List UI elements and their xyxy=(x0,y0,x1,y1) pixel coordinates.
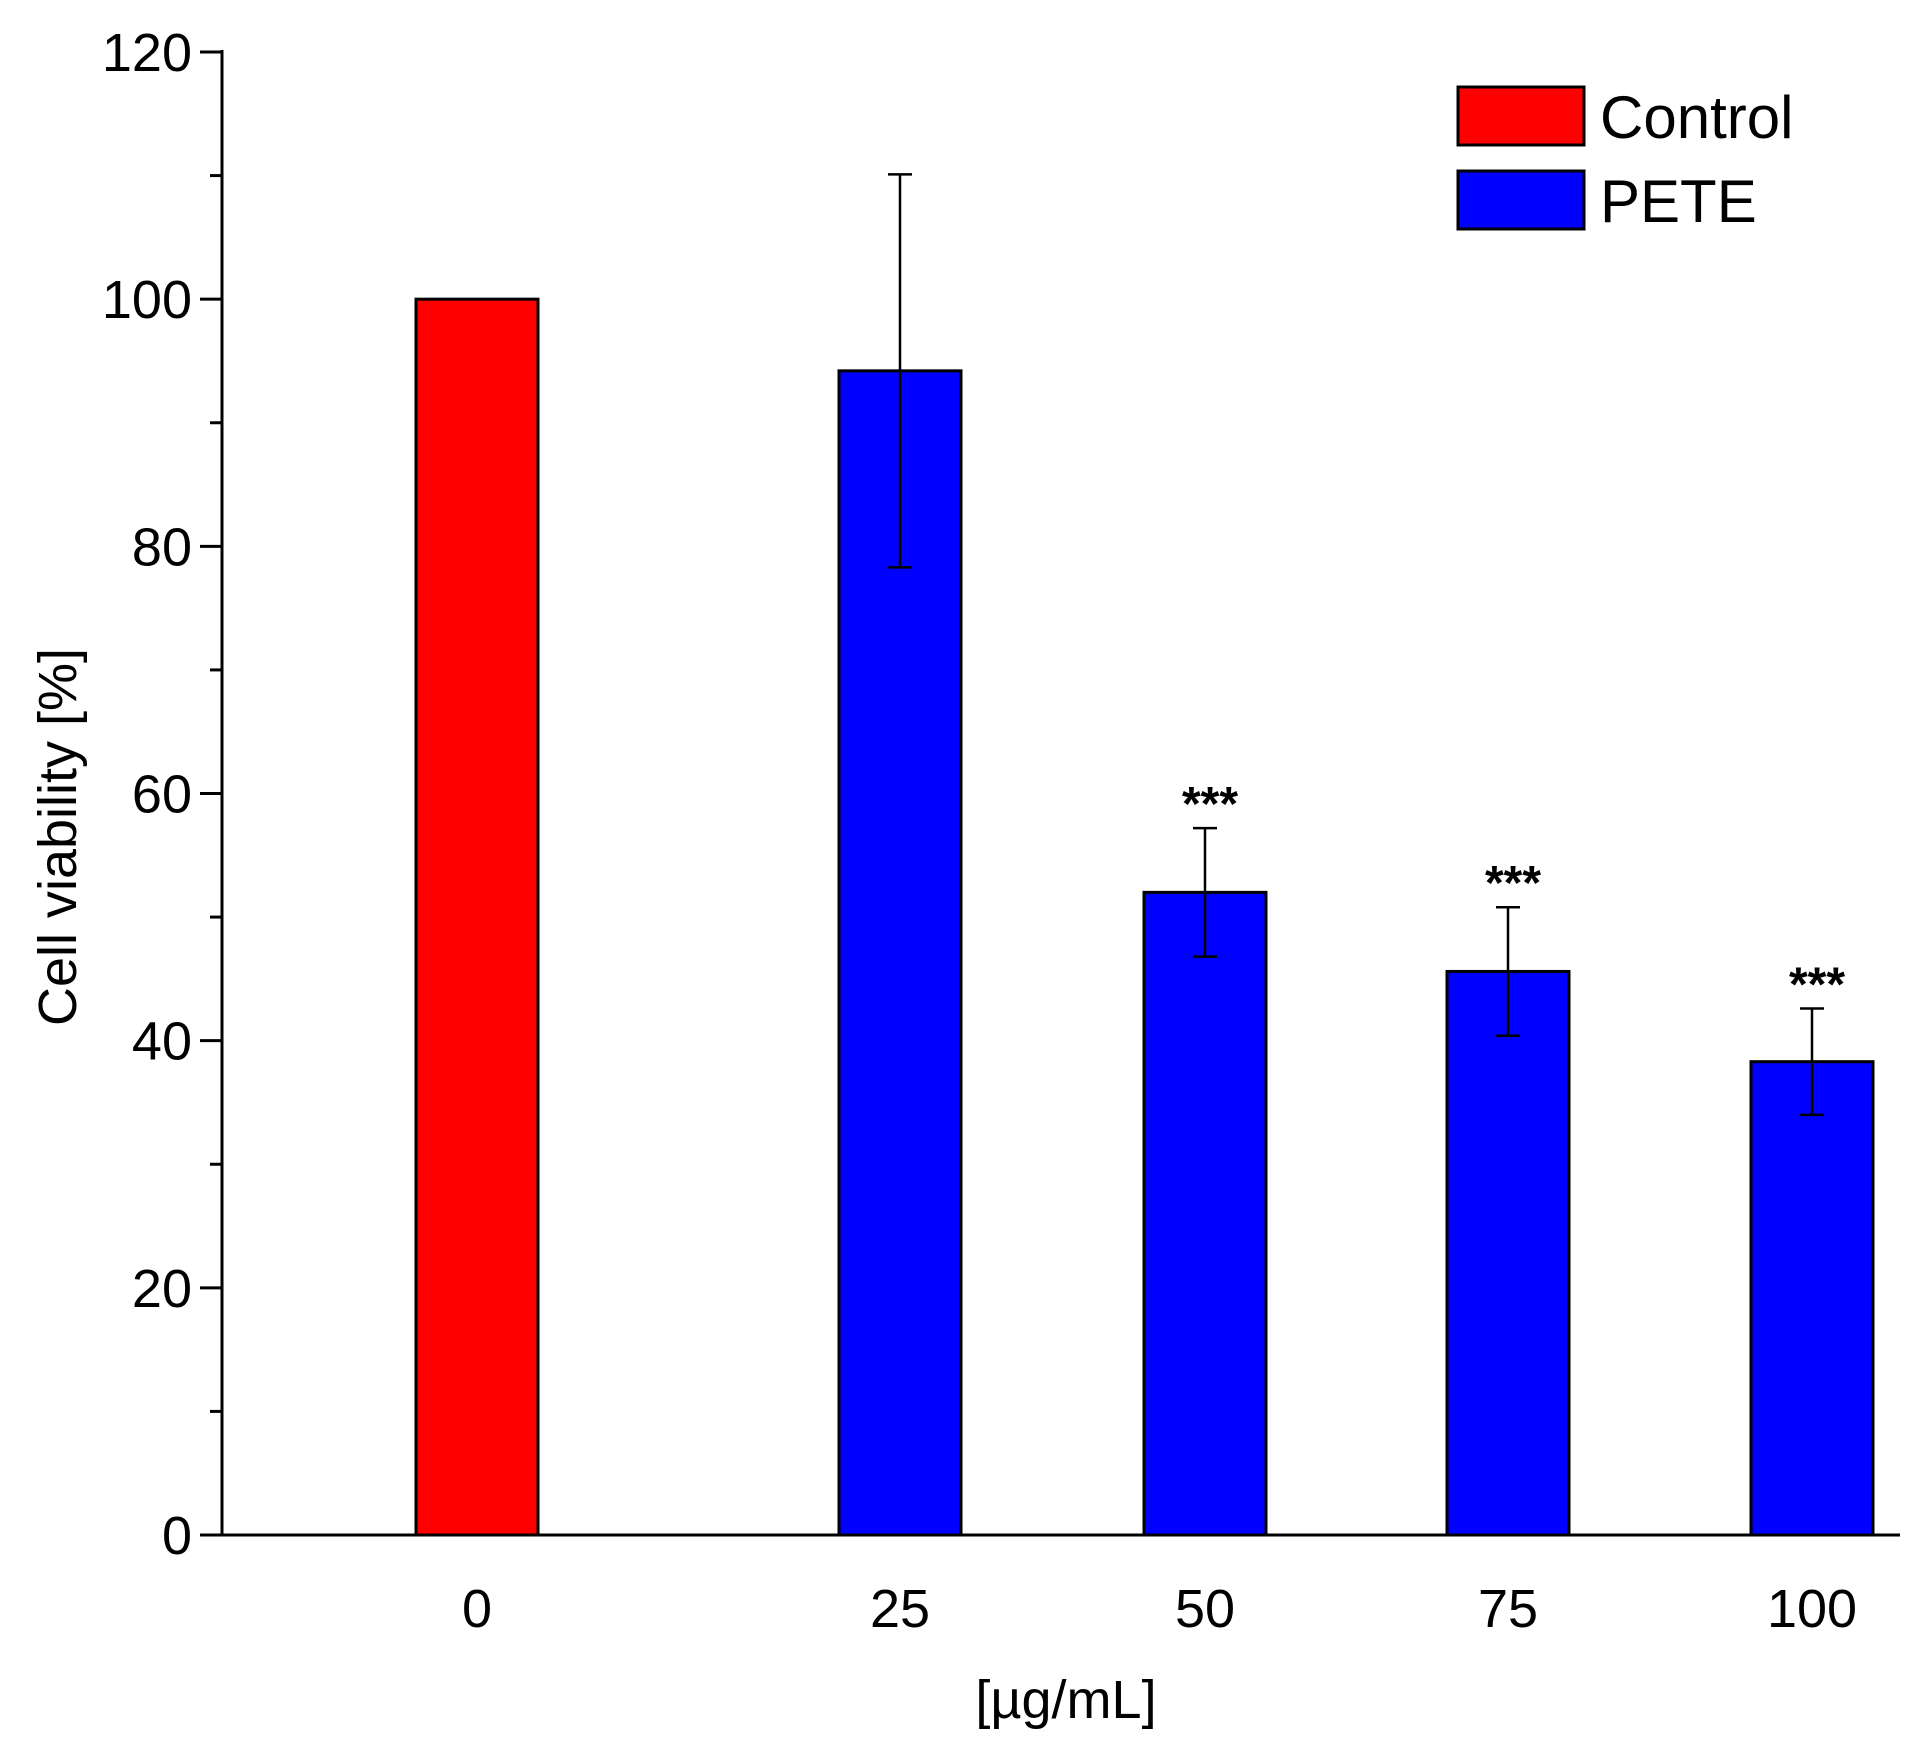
bars xyxy=(414,297,1875,1537)
legend-swatch xyxy=(1456,169,1586,231)
y-tick-label: 20 xyxy=(132,1259,192,1319)
legend: Control PETE xyxy=(1456,84,1793,235)
y-tick-label: 60 xyxy=(132,765,192,825)
y-tick-label: 100 xyxy=(102,270,192,330)
legend-label: PETE xyxy=(1600,168,1757,235)
significance-label-100: *** xyxy=(1789,959,1845,1012)
bar-pete-75 xyxy=(1445,969,1571,1537)
significance-label-50: *** xyxy=(1182,778,1238,831)
x-axis-title: [µg/mL] xyxy=(975,1670,1156,1730)
x-tick-label: 75 xyxy=(1478,1579,1538,1639)
significance-annotations: *** *** *** xyxy=(1182,778,1845,1011)
legend-swatch xyxy=(1456,85,1586,147)
legend-item-pete: PETE xyxy=(1456,168,1757,235)
legend-label: Control xyxy=(1600,84,1793,151)
x-tick-label: 100 xyxy=(1767,1579,1857,1639)
x-tick-label: 25 xyxy=(870,1579,930,1639)
significance-label-75: *** xyxy=(1485,857,1541,910)
x-tick-label: 50 xyxy=(1175,1579,1235,1639)
y-tick-label: 0 xyxy=(162,1506,192,1566)
legend-item-control: Control xyxy=(1456,84,1793,151)
bar-pete-50 xyxy=(1142,890,1268,1537)
bar-control-0 xyxy=(414,297,540,1537)
x-tick-label: 0 xyxy=(462,1579,492,1639)
y-tick-label: 40 xyxy=(132,1012,192,1072)
y-axis: 0 20 40 60 80 100 120 xyxy=(102,23,224,1566)
error-bars xyxy=(888,173,1824,1117)
x-axis: 0 25 50 75 100 xyxy=(220,1533,1900,1639)
y-tick-label: 80 xyxy=(132,517,192,577)
bar-pete-100 xyxy=(1749,1060,1875,1537)
y-tick-label: 120 xyxy=(102,23,192,83)
y-axis-title: Cell viability [%] xyxy=(28,648,88,1026)
